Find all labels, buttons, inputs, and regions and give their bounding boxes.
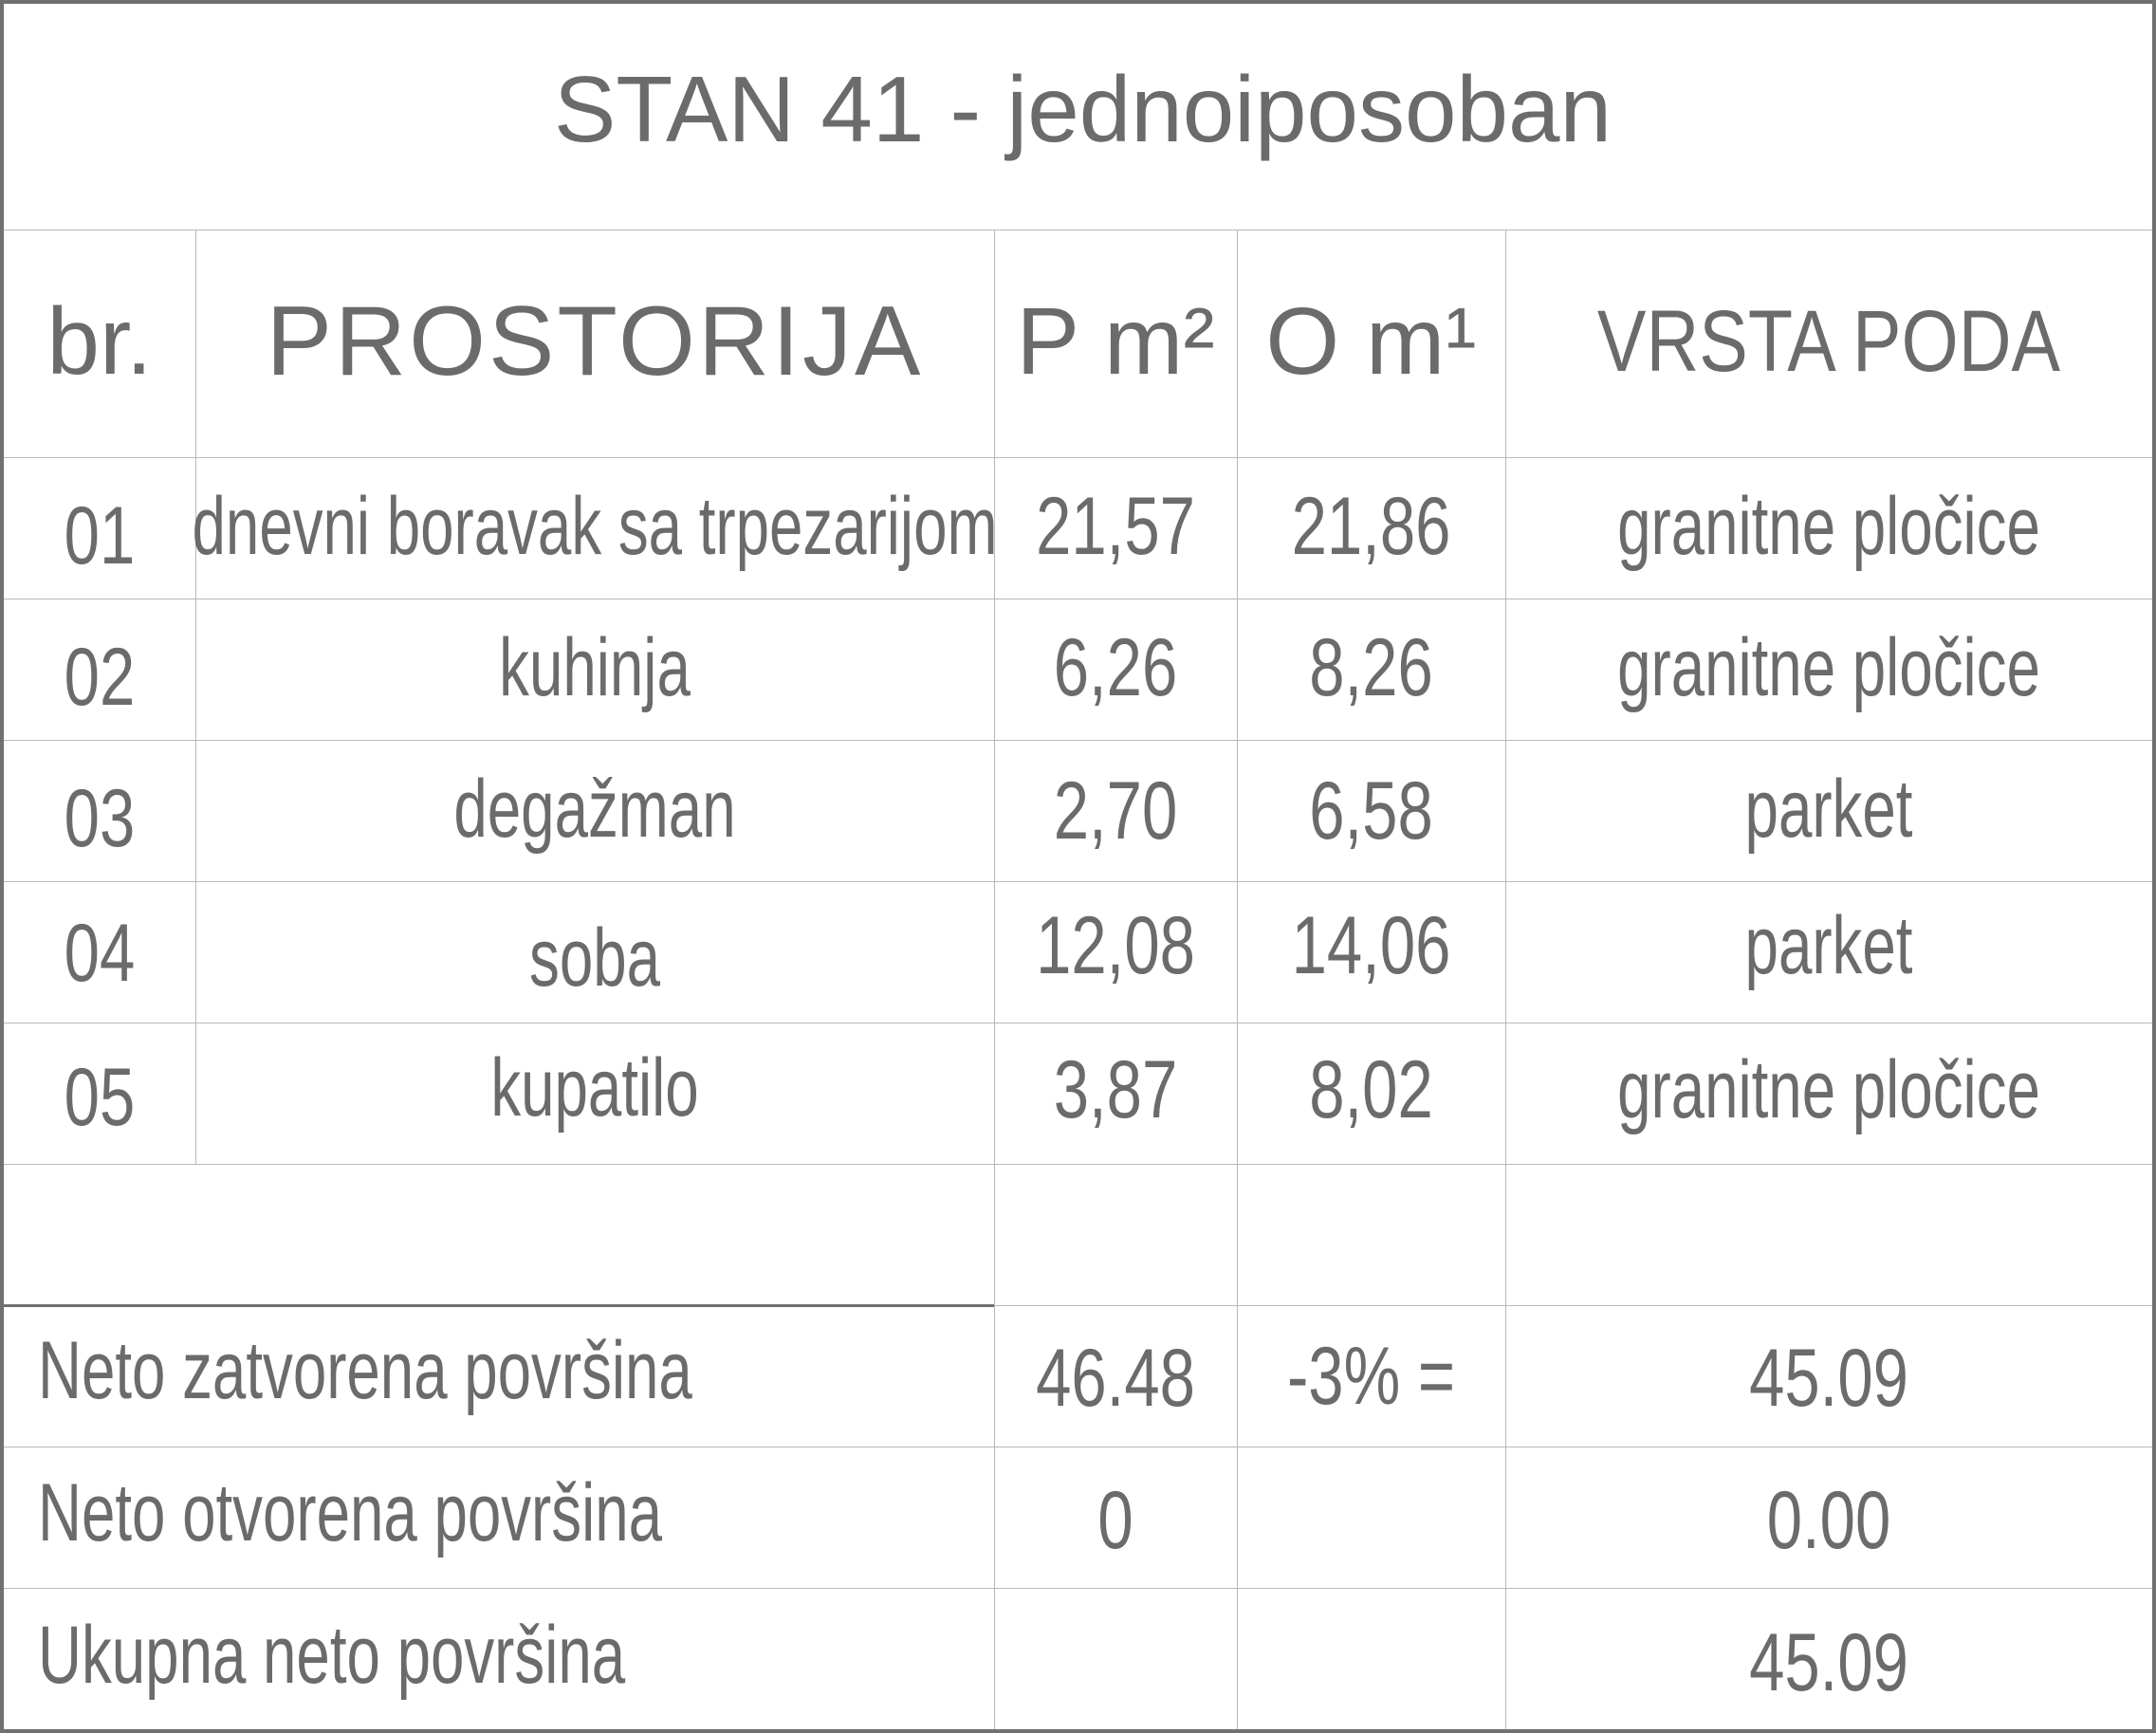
col-divider-4 xyxy=(1505,230,1506,1729)
row-1-number: 01 xyxy=(64,489,136,581)
row-2-perimeter: 8,26 xyxy=(1309,621,1433,713)
page-title: STAN 41 - jednoiposoban xyxy=(554,56,1612,161)
rule-row-5 xyxy=(4,1164,2152,1165)
row-3-floor: parket xyxy=(1744,763,1913,855)
col-divider-2 xyxy=(994,230,995,1729)
rule-under-header xyxy=(4,457,2152,458)
summary-closed-area-value: 46.48 xyxy=(1036,1332,1195,1424)
row-2-room: kuhinja xyxy=(499,621,691,713)
header-floor-type: VRSTA PODA xyxy=(1596,292,2061,390)
row-4-floor: parket xyxy=(1744,899,1913,991)
summary-open-area-value: 0 xyxy=(1097,1474,1133,1566)
row-1-area: 21,57 xyxy=(1036,480,1195,572)
summary-closed-area-net: 45.09 xyxy=(1749,1332,1908,1424)
row-3-number: 03 xyxy=(64,772,136,864)
summary-total-area-label: Ukupna neto površina xyxy=(38,1609,626,1701)
row-4-number: 04 xyxy=(64,907,136,999)
row-3-perimeter: 6,58 xyxy=(1309,765,1433,857)
row-5-number: 05 xyxy=(64,1051,136,1143)
row-5-area: 3,87 xyxy=(1053,1043,1178,1135)
header-perimeter: O m¹ xyxy=(1265,287,1477,395)
row-2-floor: granitne pločice xyxy=(1617,621,2040,713)
rule-row-3 xyxy=(4,881,2152,882)
row-5-room: kupatilo xyxy=(490,1042,699,1134)
header-room: PROSTORIJA xyxy=(266,286,924,396)
row-2-area: 6,26 xyxy=(1053,621,1178,713)
rule-summary-top-right xyxy=(995,1305,2152,1306)
summary-open-area-factor xyxy=(1266,1459,1476,1582)
row-2-number: 02 xyxy=(64,631,136,723)
rule-summary-top-left xyxy=(4,1304,995,1307)
row-1-perimeter: 21,86 xyxy=(1291,480,1451,572)
summary-reduction-factor: -3% = xyxy=(1286,1330,1456,1422)
row-4-perimeter: 14,06 xyxy=(1291,899,1451,991)
row-3-room: degažman xyxy=(453,763,736,855)
row-5-perimeter: 8,02 xyxy=(1309,1043,1433,1135)
summary-total-area-factor xyxy=(1266,1601,1476,1724)
col-divider-1 xyxy=(195,230,196,1164)
row-1-floor: granitne pločice xyxy=(1617,480,2040,572)
summary-total-area-value xyxy=(1021,1601,1210,1724)
summary-open-area-net: 0.00 xyxy=(1766,1474,1891,1566)
row-1-room: dnevni boravak sa trpezarijom xyxy=(192,480,998,572)
header-number: br. xyxy=(46,287,153,395)
rule-summary-2 xyxy=(4,1588,2152,1589)
row-4-room: soba xyxy=(528,912,661,1004)
summary-closed-area-label: Neto zatvorena površina xyxy=(38,1324,692,1416)
row-3-area: 2,70 xyxy=(1053,765,1178,857)
row-4-area: 12,08 xyxy=(1036,899,1195,991)
col-divider-3 xyxy=(1237,230,1238,1729)
summary-total-area-net: 45.09 xyxy=(1749,1616,1908,1708)
header-area: P m² xyxy=(1016,287,1215,395)
summary-open-area-label: Neto otvorena površina xyxy=(38,1466,662,1558)
row-5-floor: granitne pločice xyxy=(1617,1043,2040,1135)
rule-row-2 xyxy=(4,740,2152,741)
